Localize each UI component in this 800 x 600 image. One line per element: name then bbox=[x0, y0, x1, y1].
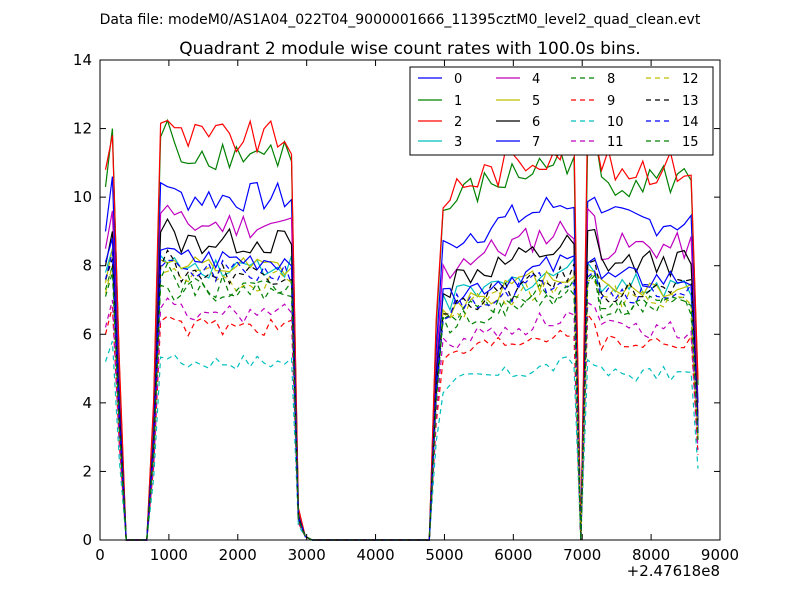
y-tick-label: 8 bbox=[82, 257, 92, 275]
y-tick-label: 0 bbox=[82, 531, 92, 549]
x-tick-label: 4000 bbox=[356, 546, 394, 564]
legend-label-8: 8 bbox=[607, 72, 615, 87]
x-tick-label: 7000 bbox=[563, 546, 601, 564]
y-tick-label: 4 bbox=[82, 394, 92, 412]
series-line-13 bbox=[104, 249, 699, 541]
x-tick-label: 5000 bbox=[425, 546, 463, 564]
legend-label-12: 12 bbox=[682, 72, 699, 87]
y-tick-label: 10 bbox=[73, 188, 92, 206]
legend-label-9: 9 bbox=[607, 94, 615, 109]
x-tick-label: 8000 bbox=[632, 546, 670, 564]
legend-label-14: 14 bbox=[682, 115, 699, 130]
legend-label-15: 15 bbox=[682, 135, 699, 150]
legend-box bbox=[409, 66, 714, 156]
x-offset-label: +2.47618e8 bbox=[627, 562, 720, 580]
y-tick-label: 14 bbox=[73, 51, 92, 69]
legend-label-7: 7 bbox=[532, 135, 540, 150]
y-tick-label: 6 bbox=[82, 325, 92, 343]
x-tick-label: 6000 bbox=[494, 546, 532, 564]
chart-title: Quadrant 2 module wise count rates with … bbox=[179, 39, 640, 59]
legend-label-11: 11 bbox=[607, 135, 624, 150]
legend-label-6: 6 bbox=[532, 115, 540, 130]
x-tick-label: 3000 bbox=[288, 546, 326, 564]
x-tick-label: 9000 bbox=[701, 546, 739, 564]
ticks-layer: 0 1000 2000 3000 4000 5000 6000 7000 8000 9000 0 2 4… bbox=[73, 51, 739, 564]
legend-label-1: 1 bbox=[454, 94, 462, 109]
y-tick-label: 12 bbox=[73, 120, 92, 138]
x-tick-label: 2000 bbox=[219, 546, 257, 564]
legend-label-0: 0 bbox=[454, 72, 462, 87]
legend-label-10: 10 bbox=[607, 115, 624, 130]
legend-label-3: 3 bbox=[454, 135, 462, 150]
suptitle: Data file: modeM0/AS1A04_022T04_90000016… bbox=[100, 12, 701, 28]
axes-frame bbox=[99, 59, 721, 541]
legend-label-4: 4 bbox=[532, 72, 540, 87]
legend-label-2: 2 bbox=[454, 115, 462, 130]
y-tick-label: 2 bbox=[82, 462, 92, 480]
legend-label-5: 5 bbox=[532, 94, 540, 109]
series-line-10 bbox=[104, 340, 699, 541]
x-tick-label: 1000 bbox=[150, 546, 188, 564]
x-tick-label: 0 bbox=[95, 546, 105, 564]
legend-label-13: 13 bbox=[682, 94, 699, 109]
